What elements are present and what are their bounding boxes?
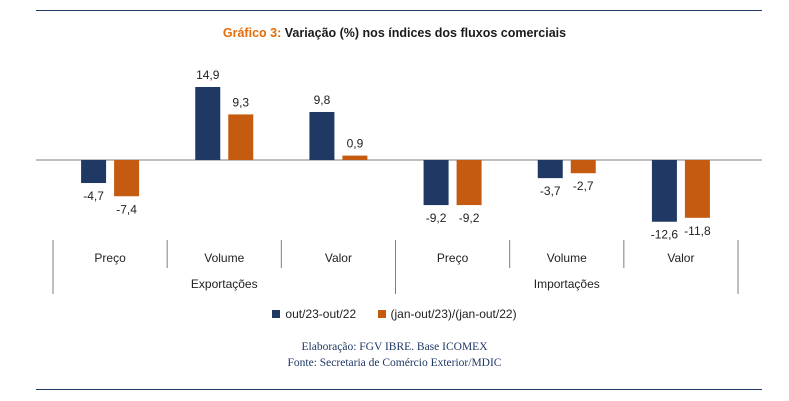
bar-series-2: [114, 160, 140, 197]
category-label: Volume: [204, 251, 244, 265]
chart-title-text: Variação (%) nos índices dos fluxos come…: [284, 26, 567, 40]
chart-title-prefix: Gráfico 3:: [222, 26, 282, 40]
category-label: Valor: [667, 251, 694, 265]
data-label: 9,8: [314, 93, 331, 107]
legend-swatch-series-2: [377, 310, 386, 318]
bar-series-2: [228, 114, 254, 160]
bar-series-1: [309, 111, 335, 160]
source-reference: Fonte: Secretaria de Comércio Exterior/M…: [287, 357, 502, 369]
data-label: -12,6: [651, 228, 679, 242]
data-label: -2,7: [573, 179, 594, 193]
data-label: 14,9: [196, 68, 220, 82]
bar-series-1: [195, 86, 221, 160]
category-label: Valor: [325, 251, 352, 265]
legend-item-series-2: (jan-out/23)/(jan-out/22): [377, 307, 517, 321]
bar-series-2: [342, 155, 368, 160]
data-label: 0,9: [347, 137, 364, 151]
bar-series-1: [537, 160, 563, 179]
bottom-rule: [36, 389, 762, 390]
chart-legend: out/23-out/22 (jan-out/23)/(jan-out/22): [0, 307, 789, 321]
data-label: -9,2: [459, 211, 480, 225]
data-label: -11,8: [684, 224, 711, 238]
source-credit: Elaboração: FGV IBRE. Base ICOMEX: [301, 341, 488, 353]
legend-swatch-series-1: [272, 310, 281, 318]
data-label: -7,4: [116, 202, 137, 216]
bar-series-1: [81, 160, 107, 184]
top-rule: [36, 10, 762, 11]
bar-series-1: [423, 160, 449, 206]
category-label: Preço: [94, 251, 126, 265]
bar-chart: -4,7 14,9 9,8 -9,2 -3,7 -12,6 -7,4 9,3 0,9 -9,2 -2…: [36, 68, 762, 294]
legend-label-series-1: out/23-out/22: [285, 307, 357, 321]
data-label: -4,7: [83, 189, 104, 203]
data-label: -9,2: [426, 211, 447, 225]
data-label: -3,7: [540, 184, 561, 198]
bar-series-2: [570, 160, 596, 174]
category-label: Volume: [547, 251, 587, 265]
legend-item-series-1: out/23-out/22: [272, 307, 356, 321]
group-label: Importações: [534, 277, 600, 291]
chart-title: Gráfico 3: Variação (%) nos índices dos …: [0, 26, 789, 40]
data-label: 9,3: [232, 95, 249, 109]
legend-label-series-2: (jan-out/23)/(jan-out/22): [390, 307, 517, 321]
bar-series-2: [456, 160, 482, 206]
group-label: Exportações: [191, 277, 258, 291]
category-label: Preço: [437, 251, 469, 265]
bar-series-1: [651, 160, 677, 222]
bar-series-2: [684, 160, 710, 218]
